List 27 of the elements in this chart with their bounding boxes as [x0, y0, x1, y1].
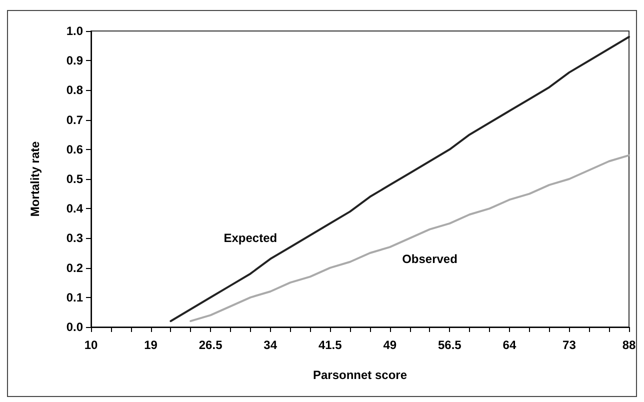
y-tick-label: 0.9 [66, 54, 84, 68]
y-tick-label: 0.4 [66, 202, 84, 216]
x-tick-label: 56.5 [438, 338, 462, 352]
x-tick-label: 49 [383, 338, 397, 352]
y-tick-label: 0.3 [66, 231, 84, 246]
series-label: Observed [402, 252, 458, 266]
x-tick-label: 41.5 [318, 338, 342, 352]
y-tick-label: 0.2 [66, 260, 84, 275]
y-tick-label: 1.0 [66, 24, 84, 38]
y-axis-title: Mortality rate [28, 141, 42, 217]
y-tick-label: 0.1 [66, 290, 84, 304]
x-tick-label: 64 [502, 338, 516, 352]
y-tick-label: 0.5 [66, 172, 84, 186]
x-tick-label: 73 [562, 338, 576, 352]
y-tick-label: 0.6 [66, 142, 84, 156]
x-tick-label: 10 [84, 338, 98, 352]
series-label: Expected [224, 231, 278, 246]
line-series [190, 154, 630, 322]
x-tick-label: 19 [144, 338, 158, 352]
y-tick-label: 0.7 [66, 112, 84, 127]
x-tick-label: 34 [264, 338, 278, 352]
x-axis-title: Parsonnet score [312, 368, 408, 382]
x-tick-label: 26.5 [198, 338, 223, 352]
line-series [170, 36, 630, 322]
x-tick-label: 88 [622, 338, 636, 352]
y-tick-label: 0.0 [66, 320, 84, 334]
y-tick-label: 0.8 [66, 83, 84, 98]
